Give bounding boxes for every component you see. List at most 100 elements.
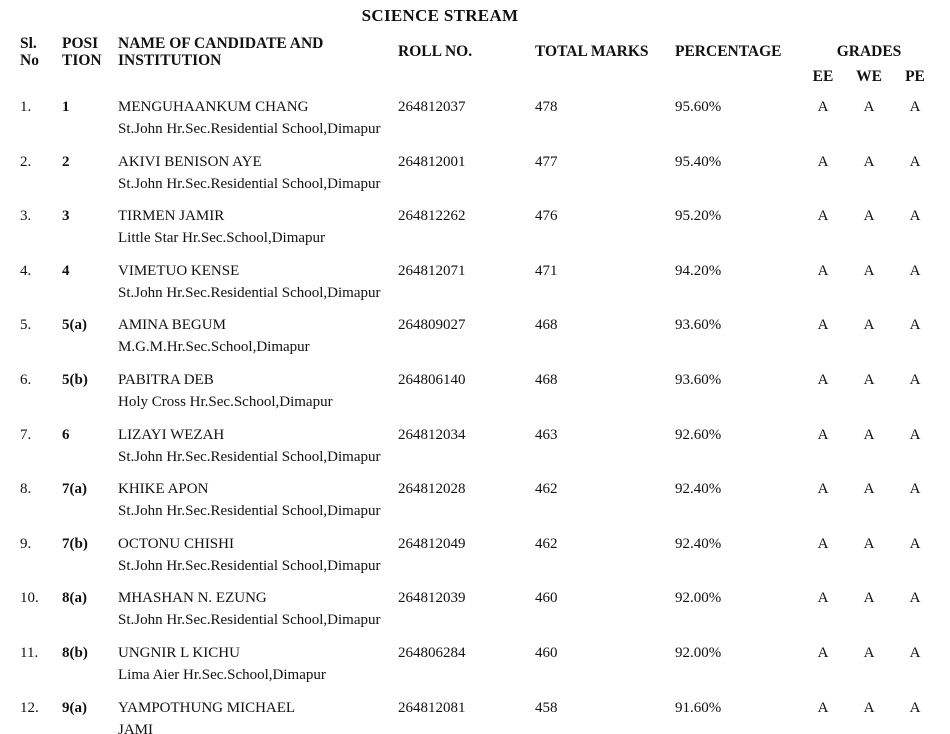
grade-ee-cell: A xyxy=(817,644,829,661)
table-row: 10. 8(a) MHASHAN N. EZUNG St.John Hr.Sec… xyxy=(0,587,950,631)
grade-we-cell: A xyxy=(863,590,875,607)
grade-pe-cell: A xyxy=(909,590,921,607)
table-row: 5. 5(a) AMINA BEGUM M.G.M.Hr.Sec.School,… xyxy=(0,314,950,358)
grade-we-cell: A xyxy=(863,699,875,716)
grade-ee-cell: A xyxy=(817,208,829,225)
table-row: 12. 9(a) YAMPOTHUNG MICHAEL JAMI 2648120… xyxy=(0,697,950,734)
grade-we-cell: A xyxy=(863,317,875,334)
candidate-second-line: JAMI xyxy=(118,719,398,734)
institution-name: St.John Hr.Sec.Residential School,Dimapu… xyxy=(118,612,381,629)
candidate-name: TIRMEN JAMIR xyxy=(118,208,225,225)
candidate-second-line: Little Star Hr.Sec.School,Dimapur xyxy=(118,227,398,249)
header-total-marks: TOTAL MARKS xyxy=(535,43,649,60)
table-body: 1. 1 MENGUHAANKUM CHANG St.John Hr.Sec.R… xyxy=(0,96,950,734)
candidate-second-line: St.John Hr.Sec.Residential School,Dimapu… xyxy=(118,446,398,468)
roll-no-cell: 264812039 xyxy=(398,590,466,607)
header-grade-spacer xyxy=(20,69,800,85)
roll-no-cell: 264812034 xyxy=(398,426,466,443)
percentage-cell: 92.00% xyxy=(675,590,722,607)
institution-name: St.John Hr.Sec.Residential School,Dimapu… xyxy=(118,121,381,137)
candidate-second-line: St.John Hr.Sec.Residential School,Dimapu… xyxy=(118,500,398,522)
grade-ee-cell: A xyxy=(817,153,829,170)
total-marks-cell: 476 xyxy=(535,208,558,225)
table-row: 1. 1 MENGUHAANKUM CHANG St.John Hr.Sec.R… xyxy=(0,96,950,140)
header-grades: GRADES xyxy=(836,43,902,60)
percentage-cell: 95.20% xyxy=(675,208,722,225)
grade-pe-cell: A xyxy=(909,371,921,388)
position-cell: 4 xyxy=(62,262,70,279)
institution-name: Holy Cross Hr.Sec.School,Dimapur xyxy=(118,393,333,410)
grade-pe-cell: A xyxy=(909,535,921,552)
percentage-cell: 94.20% xyxy=(675,262,722,279)
grade-pe-cell: A xyxy=(909,208,921,225)
grade-pe-cell: A xyxy=(909,153,921,170)
candidate-name: VIMETUO KENSE xyxy=(118,262,240,279)
candidate-name: OCTONU CHISHI xyxy=(118,535,234,552)
roll-no-cell: 264812049 xyxy=(398,535,466,552)
position-cell: 3 xyxy=(62,208,70,225)
position-cell: 1 xyxy=(62,99,70,115)
roll-no-cell: 264812262 xyxy=(398,208,466,225)
sl-no-cell: 7. xyxy=(20,426,32,443)
grade-we-cell: A xyxy=(863,481,875,498)
header-position: POSI TION xyxy=(62,35,102,69)
total-marks-cell: 478 xyxy=(535,99,558,115)
grade-we-cell: A xyxy=(863,153,875,170)
sl-no-cell: 11. xyxy=(20,644,39,661)
percentage-cell: 95.60% xyxy=(675,99,722,115)
table-row: 9. 7(b) OCTONU CHISHI St.John Hr.Sec.Res… xyxy=(0,533,950,577)
table-row: 6. 5(b) PABITRA DEB Holy Cross Hr.Sec.Sc… xyxy=(0,369,950,413)
total-marks-cell: 471 xyxy=(535,262,558,279)
header-grade-we: WE xyxy=(856,68,882,85)
candidate-cell: OCTONU CHISHI St.John Hr.Sec.Residential… xyxy=(118,533,398,577)
page-title: SCIENCE STREAM xyxy=(361,6,519,25)
total-marks-cell: 468 xyxy=(535,317,558,334)
candidate-name: YAMPOTHUNG MICHAEL xyxy=(118,699,296,716)
percentage-cell: 92.40% xyxy=(675,535,722,552)
candidate-cell: MHASHAN N. EZUNG St.John Hr.Sec.Resident… xyxy=(118,587,398,631)
grade-ee-cell: A xyxy=(817,590,829,607)
position-cell: 2 xyxy=(62,153,70,170)
candidate-cell: TIRMEN JAMIR Little Star Hr.Sec.School,D… xyxy=(118,205,398,249)
candidate-second-line: Holy Cross Hr.Sec.School,Dimapur xyxy=(118,391,398,413)
percentage-cell: 91.60% xyxy=(675,699,722,716)
grade-pe-cell: A xyxy=(909,262,921,279)
header-name-institution: NAME OF CANDIDATE AND INSTITUTION xyxy=(118,35,324,69)
header-sl-no: Sl. No xyxy=(20,35,39,69)
header-grade-ee: EE xyxy=(812,68,834,85)
candidate-name: MHASHAN N. EZUNG xyxy=(118,590,267,607)
sl-no-cell: 5. xyxy=(20,317,32,334)
position-cell: 7(b) xyxy=(62,535,88,552)
grade-ee-cell: A xyxy=(817,481,829,498)
grade-pe-cell: A xyxy=(909,481,921,498)
table-row: 3. 3 TIRMEN JAMIR Little Star Hr.Sec.Sch… xyxy=(0,205,950,249)
header-percentage: PERCENTAGE xyxy=(675,43,782,60)
position-cell: 5(a) xyxy=(62,317,87,334)
grade-pe-cell: A xyxy=(909,426,921,443)
grade-ee-cell: A xyxy=(817,99,829,115)
sl-no-cell: 9. xyxy=(20,535,32,552)
candidate-cell: KHIKE APON St.John Hr.Sec.Residential Sc… xyxy=(118,478,398,522)
table-row: 7. 6 LIZAYI WEZAH St.John Hr.Sec.Residen… xyxy=(0,424,950,468)
sl-no-cell: 1. xyxy=(20,99,32,115)
candidate-name: UNGNIR L KICHU xyxy=(118,644,240,661)
total-marks-cell: 477 xyxy=(535,153,558,170)
grade-we-cell: A xyxy=(863,99,875,115)
grade-we-cell: A xyxy=(863,535,875,552)
position-cell: 7(a) xyxy=(62,481,87,498)
institution-name: St.John Hr.Sec.Residential School,Dimapu… xyxy=(118,557,381,574)
candidate-second-line: St.John Hr.Sec.Residential School,Dimapu… xyxy=(118,118,398,140)
percentage-cell: 92.60% xyxy=(675,426,722,443)
roll-no-cell: 264812071 xyxy=(398,262,466,279)
table-row: 4. 4 VIMETUO KENSE St.John Hr.Sec.Reside… xyxy=(0,260,950,304)
institution-name: St.John Hr.Sec.Residential School,Dimapu… xyxy=(118,503,381,520)
percentage-cell: 92.00% xyxy=(675,644,722,661)
percentage-cell: 93.60% xyxy=(675,371,722,388)
institution-name: Lima Aier Hr.Sec.School,Dimapur xyxy=(118,666,326,683)
total-marks-cell: 468 xyxy=(535,371,558,388)
candidate-name-continued: JAMI xyxy=(118,721,154,734)
percentage-cell: 93.60% xyxy=(675,317,722,334)
roll-no-cell: 264812028 xyxy=(398,481,466,498)
candidate-second-line: St.John Hr.Sec.Residential School,Dimapu… xyxy=(118,555,398,577)
